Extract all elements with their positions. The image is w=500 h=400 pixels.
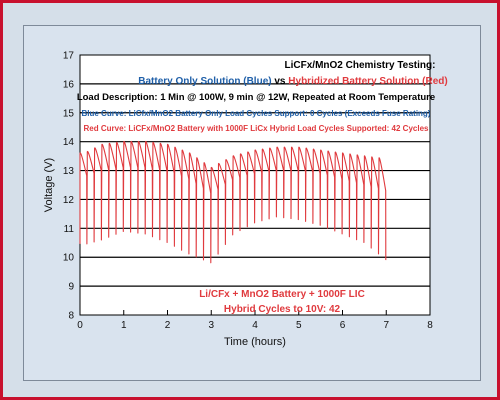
subheading-vs: vs (272, 76, 289, 87)
x-tick-label: 6 (340, 320, 346, 331)
annotation-red-curve: Red Curve: LiCFx/MnO2 Battery with 1000F… (84, 124, 430, 133)
x-tick-label: 3 (208, 320, 214, 331)
inset-line-1: Li/CFx + MnO2 Battery + 1000F LIC (199, 289, 365, 300)
inset-line-2: Hybrid Cycles to 10V: 42 (224, 304, 341, 315)
annotation-blue-curve: Blue Curve: LiCfx/MnO2 Battery Only Load… (82, 109, 431, 118)
red-series-line (79, 140, 387, 264)
y-tick-label: 17 (63, 51, 75, 62)
annotation-subheading: Battery Only Solution (Blue) vs Hybridiz… (138, 76, 447, 87)
red-series (79, 140, 387, 264)
x-tick-label: 8 (427, 320, 433, 331)
x-tick-label: 2 (165, 320, 171, 331)
x-tick-label: 1 (121, 320, 127, 331)
y-tick-label: 15 (63, 108, 75, 119)
subheading-red: Hybridized Battery Solution (Red) (288, 76, 447, 87)
y-tick-label: 16 (63, 79, 75, 90)
y-tick-label: 13 (63, 166, 75, 177)
annotation-load-description: Load Description: 1 Min @ 100W, 9 min @ … (77, 92, 435, 103)
x-tick-label: 4 (252, 320, 258, 331)
y-tick-label: 11 (64, 224, 75, 235)
x-axis-title: Time (hours) (224, 336, 286, 348)
y-tick-label: 14 (63, 137, 75, 148)
x-tick-label: 7 (383, 320, 389, 331)
y-axis-title: Voltage (V) (43, 158, 55, 212)
x-tick-label: 5 (296, 320, 302, 331)
y-tick-label: 10 (63, 253, 75, 264)
subheading-blue: Battery Only Solution (Blue) (138, 76, 271, 87)
y-tick-label: 9 (68, 282, 74, 293)
x-tick-label: 0 (77, 320, 83, 331)
annotation-heading: LiCFx/MnO2 Chemistry Testing: (285, 60, 436, 71)
y-tick-label: 12 (63, 195, 75, 206)
y-tick-label: 8 (68, 311, 74, 322)
